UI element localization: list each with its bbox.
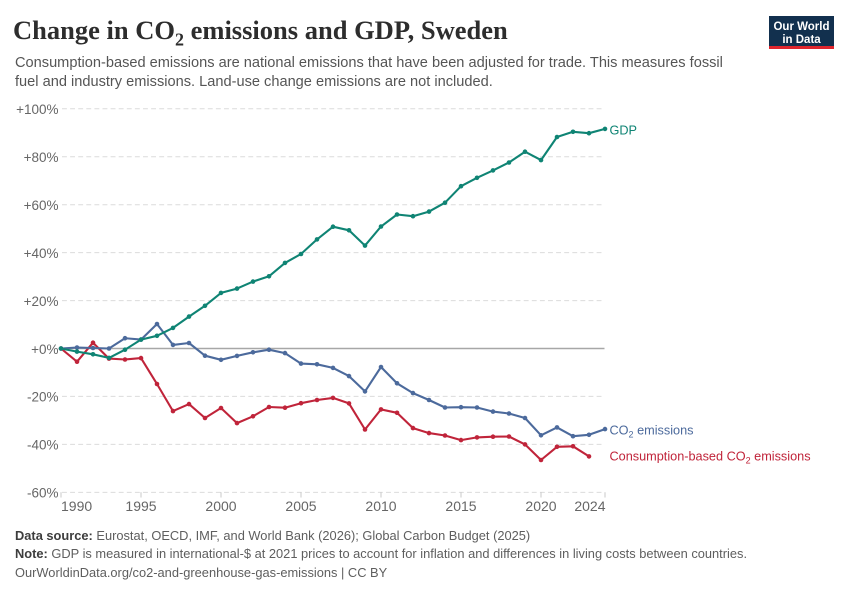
svg-text:Consumption-based CO2 emission: Consumption-based CO2 emissions <box>610 450 811 466</box>
svg-text:+40%: +40% <box>24 246 59 261</box>
svg-text:+0%: +0% <box>31 342 58 357</box>
svg-text:1990: 1990 <box>61 498 92 514</box>
svg-text:2015: 2015 <box>445 498 476 514</box>
svg-text:1995: 1995 <box>125 498 156 514</box>
svg-text:GDP: GDP <box>610 124 638 138</box>
svg-text:2020: 2020 <box>525 498 556 514</box>
svg-text:+80%: +80% <box>24 150 59 165</box>
svg-text:-60%: -60% <box>27 486 59 501</box>
svg-text:2000: 2000 <box>205 498 236 514</box>
svg-text:2010: 2010 <box>365 498 396 514</box>
svg-text:CO2 emissions: CO2 emissions <box>610 424 694 440</box>
svg-text:+60%: +60% <box>24 198 59 213</box>
svg-text:+20%: +20% <box>24 294 59 309</box>
svg-text:2024: 2024 <box>574 498 605 514</box>
svg-text:+100%: +100% <box>16 102 58 117</box>
svg-text:2005: 2005 <box>285 498 316 514</box>
svg-text:-20%: -20% <box>27 390 59 405</box>
svg-text:-40%: -40% <box>27 438 59 453</box>
